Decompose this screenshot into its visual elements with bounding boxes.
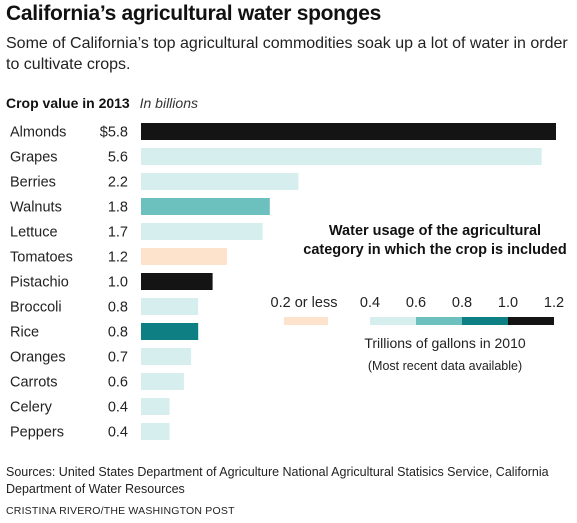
legend-low-label: 0.2 or less	[271, 295, 338, 311]
legend-scale: 0.2 or less 0.4 0.6 0.8 1.0 1.2	[271, 295, 564, 325]
legend-scale-label: 0.4	[360, 295, 380, 311]
bar-row: Oranges 0.7	[10, 348, 192, 366]
bar-row: Peppers 0.4	[10, 423, 170, 441]
category-label: Lettuce	[10, 225, 58, 241]
credit-line: CRISTINA RIVERO/THE WASHINGTON POST	[6, 505, 235, 517]
legend-swatch-low	[284, 317, 328, 325]
value-heading-label: Crop value in 2013	[6, 95, 130, 111]
bar	[141, 173, 299, 190]
category-label: Berries	[10, 175, 56, 191]
bar-row: Berries 2.2	[10, 173, 299, 191]
legend-scale-label: 0.8	[452, 295, 472, 311]
category-label: Walnuts	[10, 200, 62, 216]
bar-row: Broccoli 0.8	[10, 298, 199, 316]
bar	[141, 373, 184, 390]
legend-swatch	[416, 317, 462, 325]
category-label: Broccoli	[10, 300, 62, 316]
value-label: $5.8	[100, 125, 128, 141]
legend-swatch	[462, 317, 508, 325]
bar	[141, 423, 170, 440]
bar-row: Grapes 5.6	[10, 148, 542, 166]
value-label: 0.8	[108, 325, 128, 341]
value-label: 0.6	[108, 375, 128, 391]
category-label: Oranges	[10, 350, 66, 366]
value-label: 1.2	[108, 250, 128, 266]
legend-scale-label: 1.0	[498, 295, 518, 311]
bar-row: Pistachio 1.0	[10, 273, 213, 291]
category-label: Tomatoes	[10, 250, 73, 266]
bar-chart: Almonds $5.8 Grapes 5.6 Berries 2.2 Walnuts 1.8…	[10, 123, 556, 441]
bar-row: Rice 0.8	[10, 323, 199, 341]
category-label: Almonds	[10, 125, 66, 141]
value-label: 2.2	[108, 175, 128, 191]
sources-note: Sources: United States Department of Agr…	[6, 465, 549, 496]
value-label: 1.8	[108, 200, 128, 216]
bar	[141, 298, 199, 315]
bar	[141, 248, 227, 265]
bar-row: Celery 0.4	[10, 398, 170, 416]
bar-row: Lettuce 1.7	[10, 223, 263, 241]
value-label: 1.7	[108, 225, 128, 241]
category-label: Celery	[10, 400, 53, 416]
legend-note: (Most recent data available)	[367, 359, 523, 373]
category-label: Grapes	[10, 150, 58, 166]
value-label: 1.0	[108, 275, 128, 291]
category-label: Carrots	[10, 375, 58, 391]
chart-subtitle: Some of California’s top agricultural co…	[6, 35, 568, 73]
legend-scale-label: 1.2	[544, 295, 564, 311]
legend-swatch	[508, 317, 554, 325]
bar-row: Carrots 0.6	[10, 373, 184, 391]
bar	[141, 323, 199, 340]
value-label: 5.6	[108, 150, 128, 166]
legend-swatch	[370, 317, 416, 325]
bar-row: Tomatoes 1.2	[10, 248, 227, 266]
bar	[141, 223, 263, 240]
value-heading: Crop value in 2013 In billions	[6, 95, 198, 111]
value-label: 0.4	[108, 425, 128, 441]
category-label: Rice	[10, 325, 39, 341]
value-heading-unit: In billions	[139, 95, 198, 111]
category-label: Pistachio	[10, 275, 69, 291]
category-label: Peppers	[10, 425, 64, 441]
value-label: 0.7	[108, 350, 128, 366]
legend-scale-label: 0.6	[406, 295, 426, 311]
bar	[141, 348, 192, 365]
bar-row: Almonds $5.8	[10, 123, 556, 141]
bar-row: Walnuts 1.8	[10, 198, 270, 216]
value-label: 0.4	[108, 400, 128, 416]
bar	[141, 198, 270, 215]
legend-title: Water usage of the agricultural category…	[303, 223, 567, 258]
chart-title: California’s agricultural water sponges	[6, 2, 381, 25]
bar	[141, 273, 213, 290]
bar	[141, 398, 170, 415]
bar	[141, 123, 556, 140]
legend-unit: Trillions of gallons in 2010	[364, 335, 526, 351]
value-label: 0.8	[108, 300, 128, 316]
bar	[141, 148, 542, 165]
